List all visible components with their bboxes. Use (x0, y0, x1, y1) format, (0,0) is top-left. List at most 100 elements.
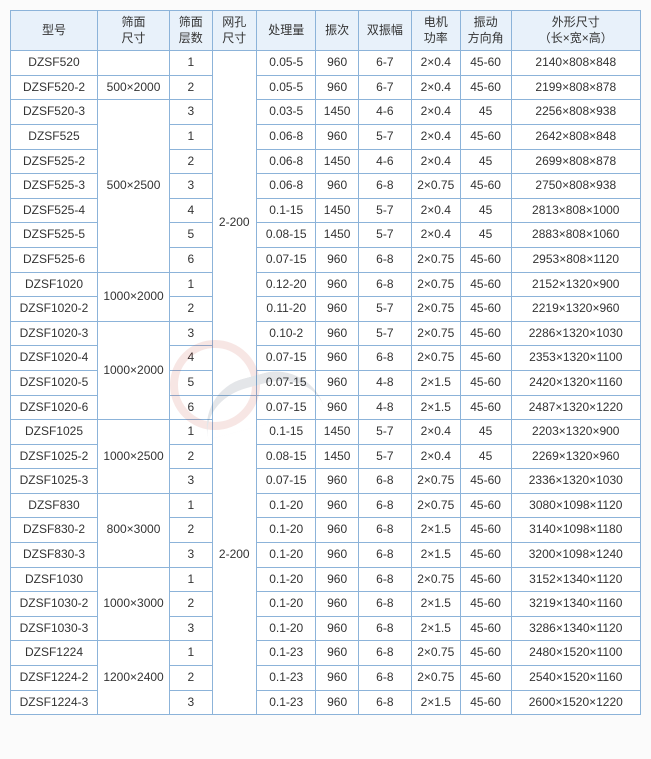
cell-amp: 6-8 (358, 567, 411, 592)
cell-dim: 2540×1520×1160 (511, 666, 640, 691)
cell-capacity: 0.1-23 (257, 690, 316, 715)
cell-layers: 1 (170, 493, 212, 518)
cell-freq: 960 (316, 592, 358, 617)
cell-freq: 960 (316, 469, 358, 494)
cell-model: DZSF1030-3 (11, 616, 98, 641)
cell-mesh: 2-200 (212, 395, 257, 715)
cell-capacity: 0.1-20 (257, 518, 316, 543)
cell-dim: 3286×1340×1120 (511, 616, 640, 641)
cell-freq: 960 (316, 124, 358, 149)
cell-angle: 45-60 (460, 567, 511, 592)
cell-power: 2×1.5 (411, 395, 460, 420)
cell-amp: 4-6 (358, 100, 411, 125)
cell-amp: 5-7 (358, 198, 411, 223)
cell-capacity: 0.03-5 (257, 100, 316, 125)
cell-freq: 1450 (316, 198, 358, 223)
header-cell: 筛面层数 (170, 11, 212, 51)
cell-freq: 960 (316, 75, 358, 100)
cell-freq: 960 (316, 690, 358, 715)
cell-amp: 4-6 (358, 149, 411, 174)
cell-amp: 5-7 (358, 321, 411, 346)
cell-layers: 2 (170, 297, 212, 322)
cell-freq: 960 (316, 518, 358, 543)
cell-capacity: 0.07-15 (257, 370, 316, 395)
header-cell: 型号 (11, 11, 98, 51)
cell-amp: 6-8 (358, 616, 411, 641)
cell-amp: 5-7 (358, 444, 411, 469)
cell-dim: 2487×1320×1220 (511, 395, 640, 420)
cell-model: DZSF520-2 (11, 75, 98, 100)
cell-power: 2×0.75 (411, 493, 460, 518)
cell-dim: 2750×808×938 (511, 174, 640, 199)
cell-power: 2×0.75 (411, 174, 460, 199)
cell-capacity: 0.11-20 (257, 297, 316, 322)
cell-angle: 45-60 (460, 51, 511, 76)
table-row: DZSF1020-31000×200030.10-29605-72×0.7545… (11, 321, 641, 346)
cell-layers: 3 (170, 543, 212, 568)
cell-freq: 960 (316, 51, 358, 76)
cell-angle: 45-60 (460, 518, 511, 543)
cell-layers: 5 (170, 370, 212, 395)
cell-model: DZSF525-3 (11, 174, 98, 199)
cell-freq: 960 (316, 272, 358, 297)
cell-screen-size: 1000×3000 (97, 567, 169, 641)
cell-capacity: 0.1-23 (257, 666, 316, 691)
cell-freq: 960 (316, 297, 358, 322)
cell-dim: 2699×808×878 (511, 149, 640, 174)
cell-freq: 960 (316, 321, 358, 346)
cell-layers: 2 (170, 592, 212, 617)
cell-model: DZSF1224 (11, 641, 98, 666)
cell-angle: 45-60 (460, 247, 511, 272)
cell-layers: 3 (170, 690, 212, 715)
cell-power: 2×0.75 (411, 297, 460, 322)
cell-power: 2×1.5 (411, 690, 460, 715)
cell-freq: 1450 (316, 223, 358, 248)
cell-screen-size: 1000×2500 (97, 420, 169, 494)
cell-capacity: 0.05-5 (257, 51, 316, 76)
cell-layers: 1 (170, 124, 212, 149)
cell-dim: 2269×1320×960 (511, 444, 640, 469)
cell-power: 2×1.5 (411, 370, 460, 395)
cell-capacity: 0.1-20 (257, 592, 316, 617)
cell-dim: 2420×1320×1160 (511, 370, 640, 395)
cell-dim: 2140×808×848 (511, 51, 640, 76)
cell-model: DZSF1020-6 (11, 395, 98, 420)
cell-angle: 45-60 (460, 272, 511, 297)
table-row: DZSF12241200×240010.1-239606-82×0.7545-6… (11, 641, 641, 666)
cell-dim: 2480×1520×1100 (511, 641, 640, 666)
cell-angle: 45-60 (460, 124, 511, 149)
cell-layers: 5 (170, 223, 212, 248)
cell-amp: 6-8 (358, 518, 411, 543)
cell-angle: 45-60 (460, 321, 511, 346)
cell-angle: 45 (460, 444, 511, 469)
header-cell: 振动方向角 (460, 11, 511, 51)
cell-angle: 45 (460, 100, 511, 125)
cell-layers: 1 (170, 420, 212, 445)
cell-freq: 1450 (316, 444, 358, 469)
cell-layers: 3 (170, 174, 212, 199)
cell-model: DZSF1025-2 (11, 444, 98, 469)
cell-model: DZSF1025 (11, 420, 98, 445)
cell-capacity: 0.1-20 (257, 567, 316, 592)
cell-freq: 1450 (316, 149, 358, 174)
cell-angle: 45-60 (460, 346, 511, 371)
cell-screen-size: 500×2500 (97, 100, 169, 272)
cell-angle: 45-60 (460, 469, 511, 494)
cell-power: 2×1.5 (411, 616, 460, 641)
cell-capacity: 0.07-15 (257, 247, 316, 272)
cell-capacity: 0.06-8 (257, 124, 316, 149)
header-row: 型号筛面尺寸筛面层数网孔尺寸处理量振次双振幅电机功率振动方向角外形尺寸（长×宽×… (11, 11, 641, 51)
cell-layers: 1 (170, 641, 212, 666)
cell-dim: 2219×1320×960 (511, 297, 640, 322)
cell-angle: 45 (460, 149, 511, 174)
cell-model: DZSF1224-2 (11, 666, 98, 691)
cell-model: DZSF520-3 (11, 100, 98, 125)
cell-model: DZSF1224-3 (11, 690, 98, 715)
cell-amp: 6-8 (358, 543, 411, 568)
cell-dim: 2152×1320×900 (511, 272, 640, 297)
cell-dim: 2336×1320×1030 (511, 469, 640, 494)
cell-amp: 6-8 (358, 346, 411, 371)
cell-dim: 3080×1098×1120 (511, 493, 640, 518)
cell-angle: 45-60 (460, 75, 511, 100)
cell-capacity: 0.1-23 (257, 641, 316, 666)
